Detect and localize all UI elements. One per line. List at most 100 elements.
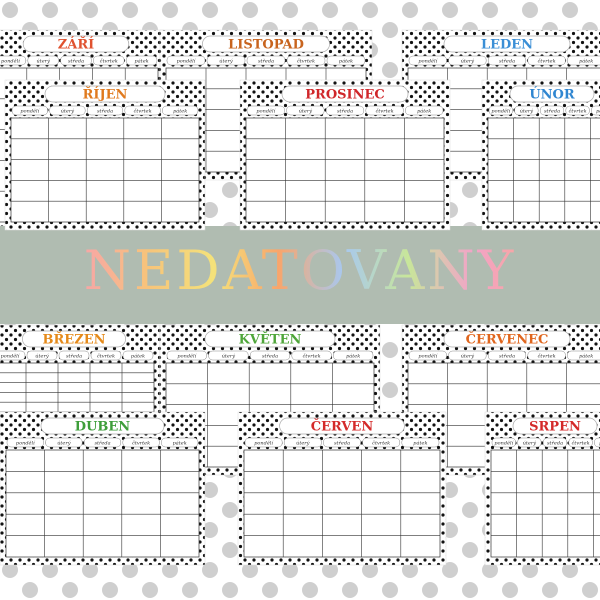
weekday-pill xyxy=(565,105,590,116)
month-name: LISTOPAD xyxy=(228,38,304,53)
weekday-pill xyxy=(325,105,365,116)
grid-box xyxy=(5,449,200,558)
weekday-pill xyxy=(323,437,361,448)
month-pill xyxy=(443,330,571,348)
month-name: SRPEN xyxy=(529,420,581,435)
weekday-pill xyxy=(365,105,404,116)
weekday-pill xyxy=(291,350,332,361)
weekday-label: pondělí xyxy=(20,108,40,115)
weekday-label: středa xyxy=(499,353,515,360)
weekday-label: pondělí xyxy=(418,353,438,360)
weekday-pill xyxy=(448,55,487,66)
weekday-pill xyxy=(206,55,246,66)
weekday-pill xyxy=(166,350,207,361)
month-pill xyxy=(22,330,126,348)
weekday-pill xyxy=(286,55,326,66)
weekday-pill xyxy=(83,437,122,448)
weekday-pill xyxy=(401,437,440,448)
month-name: ČERVENEC xyxy=(466,331,549,348)
weekday-label: pondělí xyxy=(1,353,21,360)
weekday-label: pátek xyxy=(339,58,353,65)
weekday-label: čtvrtek xyxy=(572,440,590,447)
weekday-pill xyxy=(162,105,199,116)
weekday-pill xyxy=(487,55,527,66)
month-pill xyxy=(40,417,165,435)
weekday-label: pátek xyxy=(173,440,187,447)
weekday-label: pondělí xyxy=(491,108,511,115)
calendar-sheet: DUBEN pondělí úterý středa čtvrtek pátek xyxy=(0,411,206,566)
weekday-label: pondělí xyxy=(177,58,197,65)
weekday-label: úterý xyxy=(520,108,534,115)
weekday-pill xyxy=(93,55,125,66)
grid-box xyxy=(490,449,600,558)
weekday-label: pátek xyxy=(131,353,145,360)
calendar-sheet: SRPENpondělíúterýstředačtvrtekpátek xyxy=(484,411,600,566)
weekday-label: úterý xyxy=(461,58,475,65)
weekday-label: středa xyxy=(547,440,563,447)
weekday-pill xyxy=(487,350,527,361)
month-name: LEDEN xyxy=(481,38,533,53)
weekday-label: úterý xyxy=(57,440,71,447)
weekday-pill xyxy=(491,437,516,448)
weekday-label: pátek xyxy=(579,58,593,65)
weekday-pill xyxy=(249,350,291,361)
weekday-pill xyxy=(246,55,286,66)
month-pill xyxy=(281,85,409,103)
weekday-pill xyxy=(333,350,374,361)
weekday-label: pondělí xyxy=(418,58,438,65)
weekday-label: středa xyxy=(97,108,113,115)
month-pill xyxy=(22,35,130,53)
weekday-label: úterý xyxy=(523,440,537,447)
weekday-pill xyxy=(567,55,600,66)
weekday-pill xyxy=(122,437,160,448)
weekday-pill xyxy=(286,105,325,116)
weekday-label: úterý xyxy=(35,353,49,360)
calendar-sheet: ŘÍJEN pondělí úterý středa čtvrtek pátek xyxy=(4,79,206,231)
weekday-label: středa xyxy=(337,108,353,115)
weekday-label: středa xyxy=(66,353,82,360)
weekday-label: pondělí xyxy=(254,440,274,447)
weekday-pill xyxy=(539,105,565,116)
weekday-label: pátek xyxy=(413,440,427,447)
weekday-pill xyxy=(488,105,513,116)
calendar-sheet: BŘEZEN pondělí úterý středa čtvrtek pátek xyxy=(0,324,161,421)
weekday-label: úterý xyxy=(61,108,75,115)
weekday-pill xyxy=(362,437,401,448)
weekday-pill xyxy=(244,437,283,448)
month-name: ÚNOR xyxy=(529,86,575,103)
weekday-label: čtvrtek xyxy=(303,353,321,360)
weekday-label: čtvrtek xyxy=(538,58,556,65)
weekday-label: čtvrtek xyxy=(538,353,556,360)
month-pill xyxy=(202,35,330,53)
weekday-pill xyxy=(125,55,158,66)
month-pill xyxy=(44,85,166,103)
weekday-pill xyxy=(527,55,566,66)
weekday-label: pátek xyxy=(135,58,149,65)
weekday-pill xyxy=(517,437,542,448)
grid-box xyxy=(10,117,200,223)
weekday-pill xyxy=(58,350,90,361)
weekday-label: středa xyxy=(68,58,84,65)
grid-box xyxy=(487,117,600,223)
weekday-label: středa xyxy=(258,58,274,65)
month-pill xyxy=(204,330,336,348)
weekday-pill xyxy=(567,350,600,361)
weekday-label: pátek xyxy=(596,108,600,115)
weekday-label: středa xyxy=(94,440,110,447)
month-pill xyxy=(443,35,571,53)
month-pill xyxy=(279,417,405,435)
weekday-pill xyxy=(514,105,539,116)
weekday-label: středa xyxy=(334,440,350,447)
weekday-label: pondělí xyxy=(1,58,21,65)
weekday-pill xyxy=(86,105,124,116)
weekday-label: středa xyxy=(544,108,560,115)
weekday-pill xyxy=(90,350,122,361)
weekday-label: pátek xyxy=(579,353,593,360)
weekday-pill xyxy=(161,437,199,448)
weekday-pill xyxy=(591,105,600,116)
weekday-label: úterý xyxy=(461,353,475,360)
month-name: BŘEZEN xyxy=(43,332,106,348)
weekday-label: čtvrtek xyxy=(134,108,152,115)
